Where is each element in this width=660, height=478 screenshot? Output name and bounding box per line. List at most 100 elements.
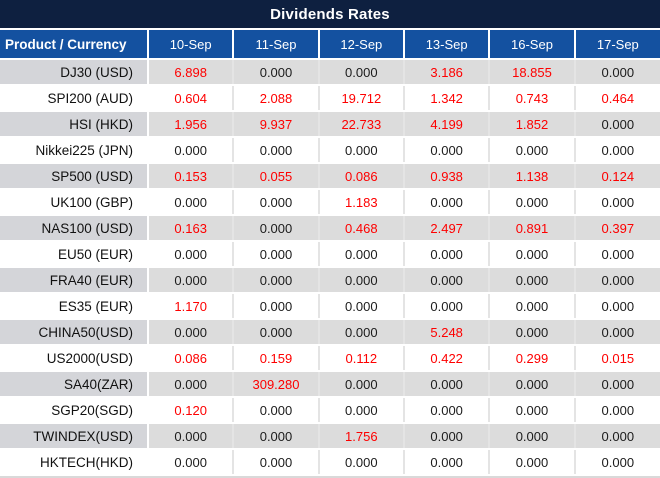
rate-value: 0.124	[573, 163, 660, 190]
rate-value: 0.000	[402, 189, 490, 216]
rate-value: 2.497	[402, 215, 490, 242]
rate-value: 0.086	[146, 345, 234, 372]
rate-value: 0.000	[146, 241, 234, 268]
table-row: TWINDEX(USD) 0.000 0.000 1.756 0.000 0.000 0.0…	[0, 423, 660, 450]
product-name: SP500 (USD)	[0, 163, 149, 190]
table-row: CHINA50(USD) 0.000 0.000 0.000 5.248 0.000 0.0…	[0, 319, 660, 346]
rate-value: 0.000	[573, 137, 660, 164]
product-currency-header: Product / Currency	[0, 30, 148, 60]
rate-value: 0.000	[573, 111, 660, 138]
table-row: FRA40 (EUR) 0.000 0.000 0.000 0.000 0.000 0.00…	[0, 267, 660, 294]
product-name: SGP20(SGD)	[0, 397, 149, 424]
rate-value: 0.000	[232, 241, 319, 268]
rate-value: 0.000	[232, 423, 319, 450]
rate-value: 0.000	[573, 423, 660, 450]
rate-value: 0.000	[232, 293, 319, 320]
rate-value: 0.000	[317, 293, 404, 320]
rate-value: 0.000	[573, 371, 660, 398]
product-name: UK100 (GBP)	[0, 189, 149, 216]
date-column-header: 16-Sep	[488, 30, 575, 60]
rate-value: 0.000	[146, 189, 234, 216]
rate-value: 0.000	[488, 371, 575, 398]
rate-value: 0.000	[573, 241, 660, 268]
rate-value: 0.000	[573, 267, 660, 294]
rate-value: 0.464	[573, 85, 660, 112]
rate-value: 0.000	[488, 241, 575, 268]
rate-value: 0.000	[573, 59, 660, 86]
rate-value: 0.468	[317, 215, 404, 242]
table-row: US2000(USD) 0.086 0.159 0.112 0.422 0.299 0.01…	[0, 345, 660, 372]
table-row: SGP20(SGD) 0.120 0.000 0.000 0.000 0.000 0.000	[0, 397, 660, 424]
product-name: HKTECH(HKD)	[0, 449, 149, 476]
rate-value: 0.000	[232, 59, 319, 86]
rate-value: 0.000	[488, 189, 575, 216]
rate-value: 0.000	[146, 319, 234, 346]
rate-value: 19.712	[317, 85, 404, 112]
product-name: ES35 (EUR)	[0, 293, 149, 320]
rate-value: 0.000	[488, 267, 575, 294]
rate-value: 9.937	[232, 111, 319, 138]
rate-value: 0.000	[232, 449, 319, 476]
rate-value: 0.000	[573, 449, 660, 476]
rate-value: 0.604	[146, 85, 234, 112]
table-title: Dividends Rates	[0, 0, 660, 30]
rate-value: 0.000	[402, 267, 490, 294]
rate-value: 0.000	[232, 267, 319, 294]
rate-value: 0.000	[146, 423, 234, 450]
rate-value: 0.000	[317, 371, 404, 398]
rate-value: 0.000	[317, 241, 404, 268]
rate-value: 4.199	[402, 111, 490, 138]
table-row: SPI200 (AUD) 0.604 2.088 19.712 1.342 0.743 0.…	[0, 85, 660, 112]
rate-value: 0.891	[488, 215, 575, 242]
rate-value: 0.000	[232, 397, 319, 424]
rate-value: 0.000	[232, 189, 319, 216]
rate-value: 22.733	[317, 111, 404, 138]
rate-value: 0.422	[402, 345, 490, 372]
product-name: SPI200 (AUD)	[0, 85, 149, 112]
product-name: US2000(USD)	[0, 345, 149, 372]
rate-value: 6.898	[146, 59, 234, 86]
rate-value: 0.086	[317, 163, 404, 190]
rate-value: 0.000	[488, 293, 575, 320]
table-row: ES35 (EUR) 1.170 0.000 0.000 0.000 0.000 0.000	[0, 293, 660, 320]
rate-value: 5.248	[402, 319, 490, 346]
rate-value: 1.138	[488, 163, 575, 190]
rate-value: 1.852	[488, 111, 575, 138]
rate-value: 2.088	[232, 85, 319, 112]
date-column-header: 17-Sep	[573, 30, 660, 60]
rate-value: 0.000	[488, 319, 575, 346]
table-row: HKTECH(HKD) 0.000 0.000 0.000 0.000 0.000 0.00…	[0, 449, 660, 476]
rate-value: 0.000	[488, 397, 575, 424]
rate-value: 0.000	[146, 267, 234, 294]
rate-value: 0.000	[573, 293, 660, 320]
rate-value: 0.000	[146, 371, 234, 398]
rate-value: 1.183	[317, 189, 404, 216]
rate-value: 1.956	[146, 111, 234, 138]
rate-value: 0.000	[232, 137, 319, 164]
rate-value: 0.000	[488, 423, 575, 450]
rate-value: 0.163	[146, 215, 234, 242]
rate-value: 0.000	[146, 137, 234, 164]
rate-value: 0.000	[317, 319, 404, 346]
table-row: UK100 (GBP) 0.000 0.000 1.183 0.000 0.000 0.00…	[0, 189, 660, 216]
rate-value: 0.000	[232, 215, 319, 242]
product-name: FRA40 (EUR)	[0, 267, 149, 294]
rate-value: 1.170	[146, 293, 234, 320]
rates-table-body: DJ30 (USD) 6.898 0.000 0.000 3.186 18.855 0.00…	[0, 59, 660, 476]
table-row: EU50 (EUR) 0.000 0.000 0.000 0.000 0.000 0.000	[0, 241, 660, 268]
product-name: TWINDEX(USD)	[0, 423, 149, 450]
table-row: DJ30 (USD) 6.898 0.000 0.000 3.186 18.855 0.00…	[0, 59, 660, 86]
rate-value: 1.342	[402, 85, 490, 112]
date-column-header: 12-Sep	[317, 30, 404, 60]
rate-value: 3.186	[402, 59, 490, 86]
product-name: Nikkei225 (JPN)	[0, 137, 149, 164]
rate-value: 0.055	[232, 163, 319, 190]
rate-value: 0.000	[573, 397, 660, 424]
rate-value: 0.000	[573, 189, 660, 216]
product-name: DJ30 (USD)	[0, 59, 149, 86]
rate-value: 0.159	[232, 345, 319, 372]
table-row: Nikkei225 (JPN) 0.000 0.000 0.000 0.000 0.000…	[0, 137, 660, 164]
product-name: EU50 (EUR)	[0, 241, 149, 268]
rate-value: 0.112	[317, 345, 404, 372]
rate-value: 0.299	[488, 345, 575, 372]
